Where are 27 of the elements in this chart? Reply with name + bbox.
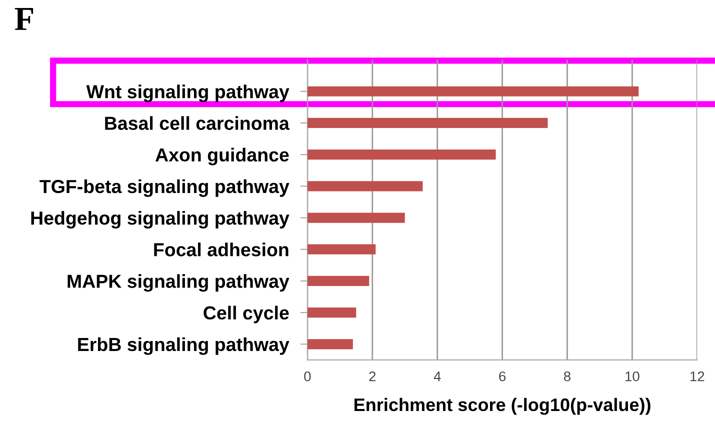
bar (307, 212, 405, 223)
bar (307, 181, 423, 192)
y-tick-label: Axon guidance (155, 148, 289, 166)
y-tick-label: Basal cell carcinoma (105, 116, 290, 130)
y-tick-label: TGF-beta signaling pathway (40, 179, 290, 197)
bar (307, 244, 376, 254)
y-tick-label: Cell cycle (204, 306, 289, 324)
bar (307, 276, 370, 286)
bar (307, 308, 356, 318)
y-tick-label: Focal adhesion (154, 242, 288, 256)
y-tick-label: ErbB signaling pathway (78, 337, 290, 355)
bar (307, 150, 496, 160)
bar (307, 118, 548, 128)
x-tick-label: 10 (626, 371, 640, 382)
bar (307, 86, 639, 96)
x-tick-label: 2 (369, 371, 376, 382)
x-tick-label: 12 (690, 371, 704, 382)
y-tick-label: Hedgehog signaling pathway (31, 210, 290, 229)
x-tick-label: 8 (564, 371, 570, 382)
y-tick-label: Wnt signaling pathway (86, 84, 290, 102)
bar (307, 339, 353, 350)
y-tick-label: MAPK signaling pathway (68, 274, 290, 292)
x-tick-label: 0 (304, 371, 311, 382)
x-axis-title: Enrichment score (-log10(p-value)) (354, 398, 650, 415)
x-tick-label: 6 (499, 371, 506, 382)
x-tick-label: 4 (434, 372, 441, 382)
text: F (14, 8, 34, 30)
